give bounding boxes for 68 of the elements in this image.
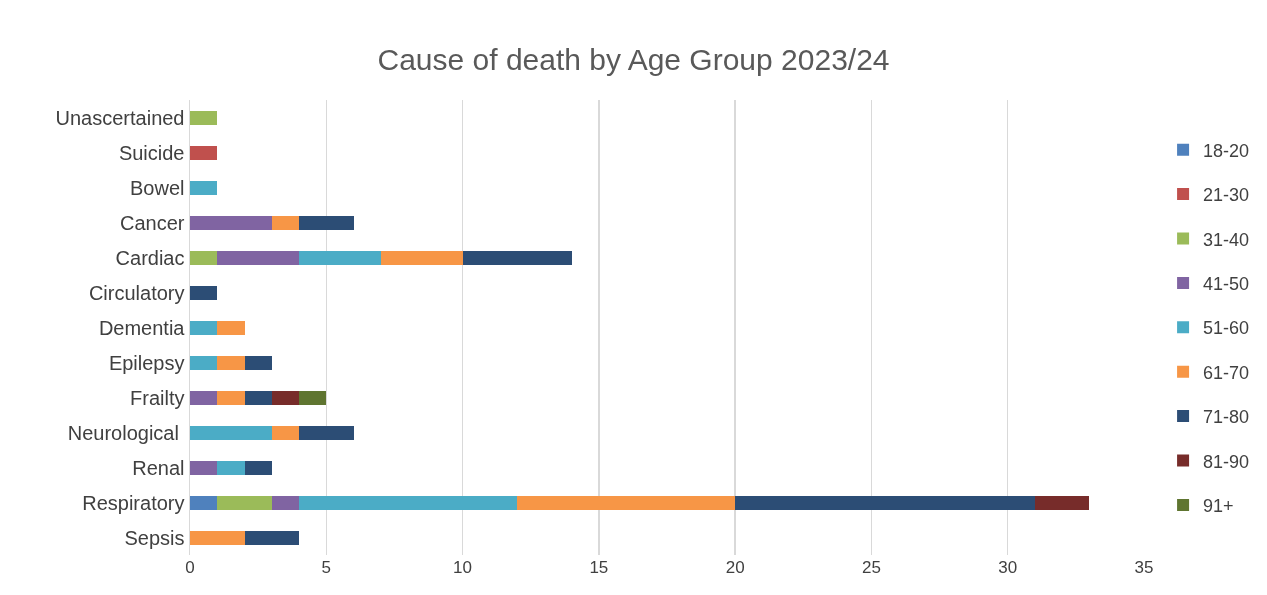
legend-label: 18-20 bbox=[1203, 140, 1250, 161]
bar bbox=[190, 110, 218, 125]
legend-label: 41-50 bbox=[1203, 273, 1250, 294]
bar bbox=[271, 425, 300, 440]
bar bbox=[190, 180, 218, 195]
x-tick-label: 25 bbox=[861, 558, 881, 577]
y-tick-label: Dementia bbox=[98, 316, 186, 339]
x-tick-label: 20 bbox=[725, 558, 745, 577]
bar bbox=[190, 425, 272, 440]
bar bbox=[244, 530, 300, 545]
bar bbox=[190, 390, 218, 405]
bar bbox=[190, 355, 218, 370]
bar bbox=[517, 495, 736, 510]
bar bbox=[1034, 495, 1090, 510]
bar bbox=[271, 495, 300, 510]
x-tick-label: 15 bbox=[589, 558, 609, 577]
bar bbox=[299, 250, 381, 265]
y-tick-label: Neurological bbox=[67, 421, 185, 444]
bar bbox=[217, 390, 245, 405]
bar bbox=[190, 285, 218, 300]
y-tick-label: Epilepsy bbox=[108, 351, 185, 374]
x-tick-label: 5 bbox=[321, 558, 332, 577]
bar bbox=[217, 355, 245, 370]
chart-title: Cause of death by Age Group 2023/24 bbox=[377, 43, 890, 76]
y-tick-label: Cancer bbox=[120, 211, 185, 234]
bar bbox=[217, 495, 272, 510]
bar bbox=[217, 320, 245, 335]
y-tick-label: Sepsis bbox=[124, 526, 185, 549]
legend-label: 51-60 bbox=[1203, 318, 1250, 339]
y-tick-label: Cardiac bbox=[115, 246, 185, 269]
legend-label: 61-70 bbox=[1203, 362, 1250, 383]
x-tick-label: 0 bbox=[185, 558, 195, 577]
legend-label: 71-80 bbox=[1203, 407, 1250, 428]
bar bbox=[190, 530, 245, 545]
y-tick-label: Renal bbox=[132, 456, 185, 479]
legend-label: 91+ bbox=[1203, 495, 1234, 516]
x-tick-label: 35 bbox=[1134, 558, 1154, 577]
bar bbox=[244, 460, 272, 475]
bar bbox=[190, 495, 218, 510]
bar bbox=[217, 460, 245, 475]
x-tick-label: 30 bbox=[998, 558, 1018, 577]
bar bbox=[244, 355, 272, 370]
bar bbox=[462, 250, 572, 265]
bar bbox=[217, 250, 300, 265]
y-tick-label: Bowel bbox=[130, 176, 185, 199]
bar bbox=[190, 250, 218, 265]
bar bbox=[190, 215, 272, 230]
bar bbox=[244, 390, 272, 405]
y-tick-label: Circulatory bbox=[88, 281, 185, 304]
y-tick-label: Frailty bbox=[130, 386, 185, 409]
y-tick-label: Respiratory bbox=[82, 491, 185, 514]
bar bbox=[299, 425, 354, 440]
bar bbox=[735, 495, 1035, 510]
bar bbox=[299, 495, 518, 510]
x-tick-label: 10 bbox=[453, 558, 473, 577]
bar bbox=[299, 215, 354, 230]
bar bbox=[190, 320, 218, 335]
legend-label: 31-40 bbox=[1203, 229, 1250, 250]
bar bbox=[271, 390, 300, 405]
legend-label: 21-30 bbox=[1203, 185, 1250, 206]
y-tick-label: Suicide bbox=[118, 141, 185, 164]
bar bbox=[299, 390, 327, 405]
bar bbox=[190, 460, 218, 475]
bar bbox=[190, 145, 218, 160]
bar bbox=[380, 250, 463, 265]
y-tick-label: Unascertained bbox=[55, 106, 185, 129]
legend-label: 81-90 bbox=[1203, 451, 1250, 472]
bar bbox=[271, 215, 300, 230]
